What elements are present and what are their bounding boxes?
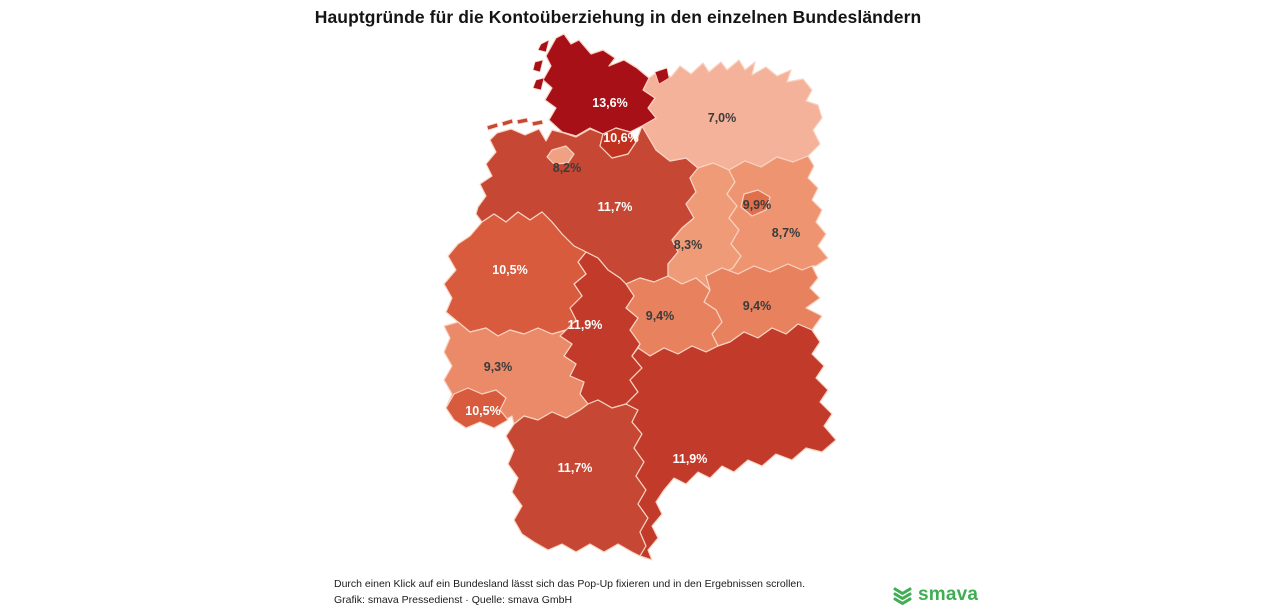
- smava-wordmark: smava: [918, 584, 979, 605]
- state-bremen[interactable]: [546, 145, 575, 165]
- state-bayern[interactable]: [625, 323, 837, 561]
- state-schleswig-holstein[interactable]: [542, 33, 657, 137]
- state-baden-wuerttemberg[interactable]: [505, 399, 649, 557]
- island-pellworm: [532, 77, 545, 91]
- footer-credit: Grafik: smava Pressedienst · Quelle: sma…: [334, 594, 573, 606]
- map-islands: [486, 39, 670, 131]
- island-sylt: [537, 39, 550, 53]
- island-fehmarn: [654, 67, 670, 85]
- island-east-frisian-3: [516, 117, 529, 125]
- footer-note: Durch einen Klick auf ein Bundesland läs…: [334, 578, 806, 590]
- page-title: Hauptgründe für die Kontoüberziehung in …: [314, 7, 922, 27]
- state-hamburg[interactable]: [599, 127, 637, 159]
- island-amrum: [532, 59, 544, 73]
- state-mecklenburg-vorpommern[interactable]: [641, 59, 823, 171]
- smava-logo[interactable]: smava: [892, 584, 978, 606]
- island-east-frisian-1: [486, 122, 499, 131]
- smava-chevrons-icon: [893, 587, 912, 605]
- state-saarland[interactable]: [445, 387, 509, 429]
- island-east-frisian-4: [531, 119, 544, 127]
- island-east-frisian-2: [501, 118, 514, 127]
- map-states: [443, 33, 837, 561]
- state-berlin[interactable]: [740, 189, 771, 217]
